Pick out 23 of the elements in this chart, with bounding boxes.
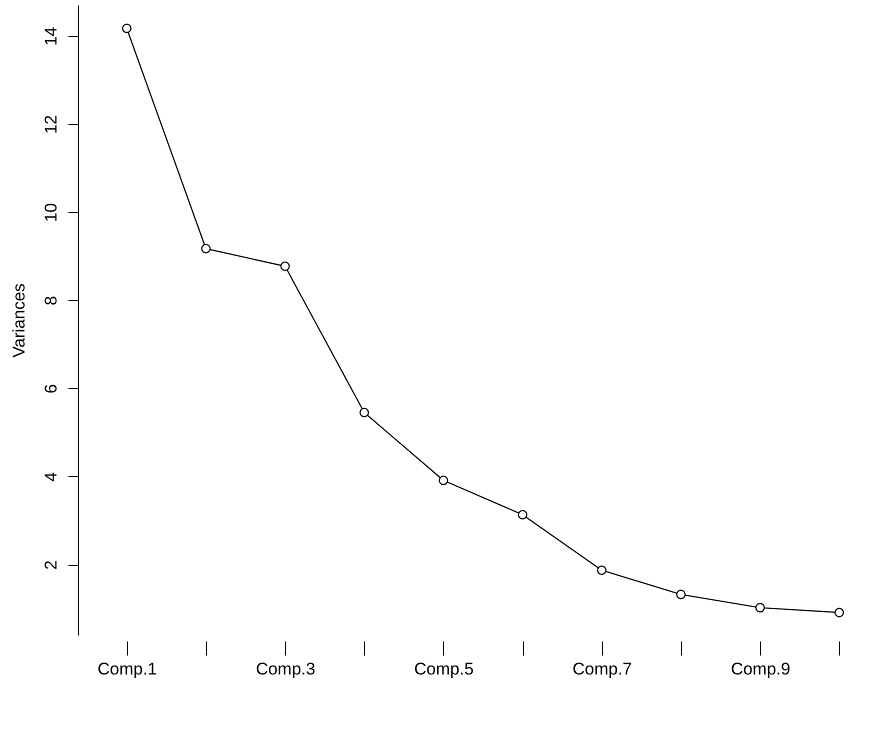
x-tick-label: Comp.3 xyxy=(256,660,316,678)
y-tick-label: 4 xyxy=(42,472,60,482)
point xyxy=(676,590,686,600)
point xyxy=(834,608,844,618)
point xyxy=(596,565,607,576)
y-tick-label: 2 xyxy=(42,560,60,570)
y-tick-label: 12 xyxy=(42,114,60,134)
point xyxy=(755,602,765,612)
x-tick-label: Comp.7 xyxy=(572,660,632,678)
x-tick-label: Comp.9 xyxy=(730,660,790,678)
point xyxy=(518,510,528,520)
x-tick-label: Comp.5 xyxy=(414,660,474,678)
point xyxy=(280,261,290,272)
y-tick-label: 14 xyxy=(42,26,60,46)
y-axis-title: Variances xyxy=(10,283,28,358)
y-tick-label: 6 xyxy=(42,384,60,394)
point xyxy=(438,476,448,486)
y-tick-label: 10 xyxy=(42,203,60,222)
x-tick-label: Comp.1 xyxy=(97,660,158,678)
point xyxy=(201,244,211,254)
y-tick-label: 8 xyxy=(42,296,60,306)
point xyxy=(122,24,132,34)
point xyxy=(359,408,370,418)
